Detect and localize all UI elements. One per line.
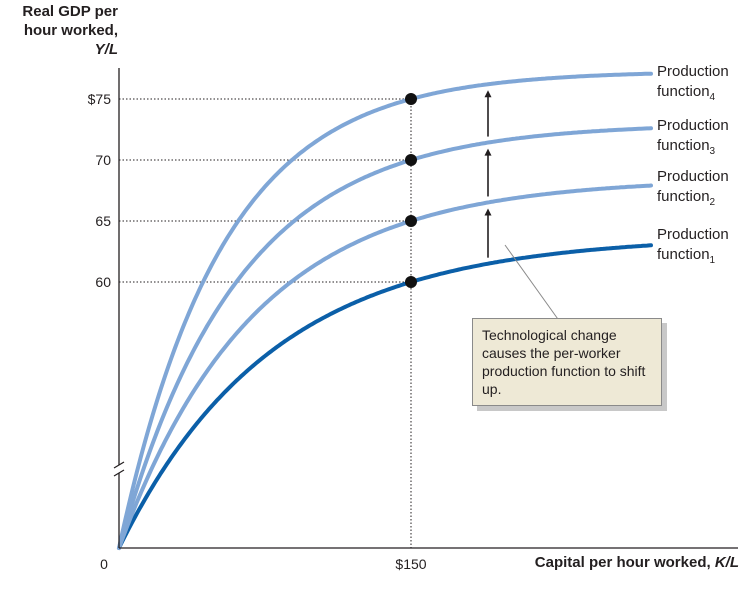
y-tick-label-65: 65 (95, 213, 111, 229)
origin-label: 0 (100, 556, 108, 572)
x-axis-symbol: K/L (714, 554, 739, 571)
y-axis-symbol: Y/L (94, 41, 118, 58)
x-axis-title: Capital per hour worked, K/L (535, 553, 739, 572)
production-function-curve-4 (117, 71, 653, 550)
annotation-leader-line (504, 244, 561, 323)
production-function-curve-3 (117, 126, 653, 550)
y-tick-labels: $75 70 65 60 (88, 91, 112, 290)
point-4 (405, 93, 417, 105)
y-tick-label-60: 60 (95, 274, 111, 290)
series-label-2: Production function2 (657, 168, 729, 208)
shift-arrow-head-3 (484, 90, 492, 98)
series-label-1: Production function1 (657, 226, 729, 266)
x-axis-label: Capital per hour worked, (534, 554, 711, 571)
y-axis-label: Real GDP per hour worked, (22, 3, 118, 39)
point-3 (405, 154, 417, 166)
y-tick-label-75: $75 (88, 91, 112, 107)
production-function-curve-2 (117, 183, 653, 550)
shift-arrows (484, 90, 492, 258)
point-1 (405, 276, 417, 288)
y-axis-title: Real GDP per hour worked, Y/L (0, 2, 118, 59)
axis-break (112, 461, 126, 477)
series-label-4: Production function4 (657, 63, 729, 103)
shift-arrow-head-2 (484, 148, 492, 156)
curves (117, 71, 653, 550)
production-function-curve-1 (117, 243, 653, 550)
shift-arrow-head-1 (484, 208, 492, 216)
annotation-box: Technological change causes the per-work… (472, 318, 662, 406)
y-tick-label-70: 70 (95, 152, 111, 168)
dotted-guides (119, 98, 412, 548)
series-label-3: Production function3 (657, 117, 729, 157)
x-tick-label-150: $150 (395, 556, 426, 572)
points (405, 93, 417, 288)
point-2 (405, 215, 417, 227)
